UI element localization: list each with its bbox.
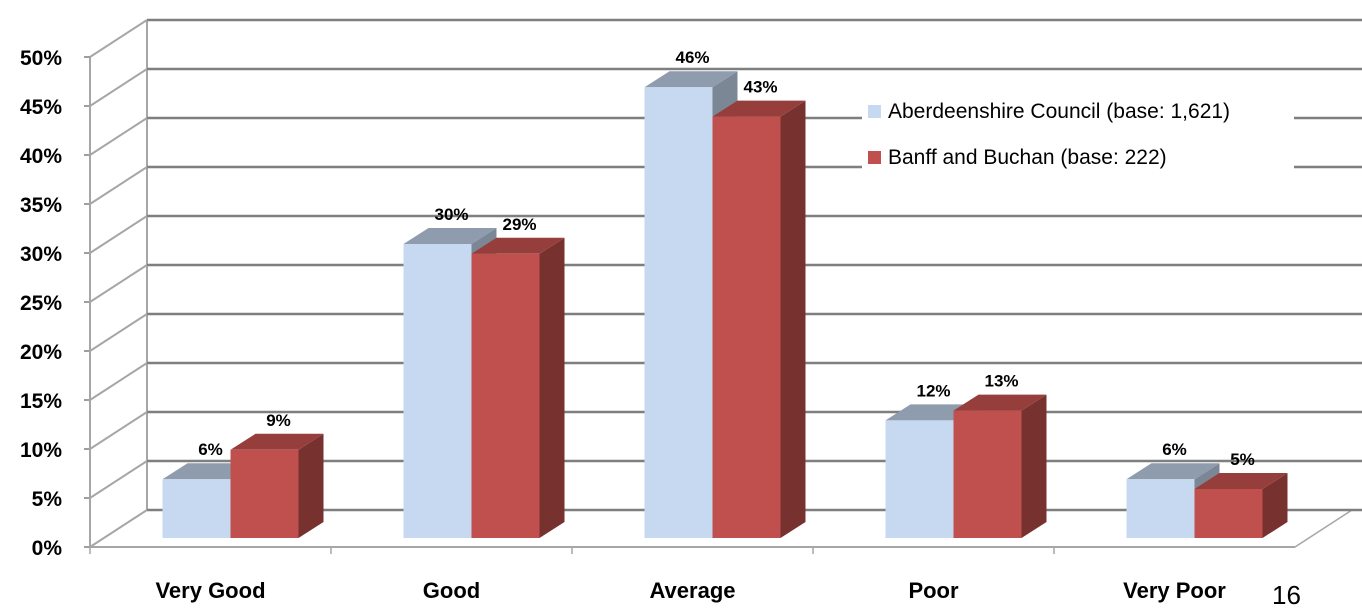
bar-side <box>1262 473 1288 538</box>
legend: Aberdeenshire Council (base: 1,621) Banff… <box>862 96 1294 174</box>
legend-swatch <box>868 105 881 118</box>
x-category-label: Poor <box>908 578 959 603</box>
bar <box>1126 463 1220 538</box>
gridline-diagonal <box>89 117 148 156</box>
data-label: 13% <box>984 372 1018 391</box>
data-labels: 6% 9% 30% 29% 46% 43% 12% 13% 6% 5% <box>198 48 1255 469</box>
legend-entry-label: Banff and Buchan (base: 222) <box>888 146 1167 169</box>
bar-side <box>780 100 806 538</box>
y-tick-label: 15% <box>20 390 62 413</box>
gridline-diagonal <box>89 411 148 450</box>
gridline-diagonal <box>89 362 148 401</box>
y-tick-label: 40% <box>20 145 62 168</box>
y-tick-label: 5% <box>32 488 63 511</box>
x-category-label: Very Good <box>155 578 265 603</box>
bar <box>712 100 806 538</box>
bar-top <box>953 394 1047 411</box>
bars <box>162 71 1288 539</box>
data-label: 43% <box>743 78 777 97</box>
bar-front <box>230 449 299 538</box>
bar-front <box>644 87 713 538</box>
bar-side <box>298 433 324 538</box>
bar-top <box>644 71 738 88</box>
data-label: 29% <box>502 215 536 234</box>
bar <box>953 394 1047 538</box>
data-label: 9% <box>266 411 291 430</box>
data-label: 6% <box>1162 440 1187 459</box>
gridline-diagonal <box>89 166 148 205</box>
bar-front <box>403 244 472 538</box>
data-label: 5% <box>1230 450 1255 469</box>
data-label: 46% <box>675 48 709 67</box>
y-tick-label: 20% <box>20 341 62 364</box>
gridline-diagonal <box>89 509 148 548</box>
gridline-diagonal <box>89 264 148 303</box>
x-category-label: Average <box>649 578 735 603</box>
bar-front <box>1126 479 1195 538</box>
gridline-diagonal <box>89 68 148 107</box>
y-tick-label: 50% <box>20 47 62 70</box>
bar-top <box>403 228 497 244</box>
gridline-diagonal <box>89 215 148 254</box>
bar-front <box>953 410 1022 538</box>
bar-top <box>471 237 565 254</box>
bar <box>230 433 324 538</box>
bar-top <box>1126 463 1220 480</box>
gridline-diagonal <box>89 19 148 58</box>
x-category-label: Good <box>423 578 480 603</box>
bar-front <box>1194 489 1263 538</box>
legend-entry-bg <box>862 142 1294 174</box>
data-label: 6% <box>198 440 223 459</box>
bar-top <box>1194 473 1288 489</box>
bar <box>471 237 565 539</box>
y-tick-label: 35% <box>20 194 62 217</box>
data-label: 12% <box>916 381 950 400</box>
y-tick-label: 45% <box>20 96 62 119</box>
legend-entry-label: Aberdeenshire Council (base: 1,621) <box>888 100 1230 123</box>
bar-front <box>885 420 954 538</box>
y-tick-label: 30% <box>20 243 62 266</box>
slide-number: 16 <box>1272 580 1301 610</box>
bar-front <box>471 253 540 539</box>
data-label: 30% <box>434 205 468 224</box>
bar-side <box>539 237 565 539</box>
bar-front <box>712 116 781 538</box>
gridline-diagonal <box>89 460 148 499</box>
bar-front <box>162 479 231 538</box>
legend-entry-bg <box>862 96 1294 128</box>
legend-swatch <box>868 151 881 164</box>
bar-side <box>1021 394 1047 538</box>
y-tick-label: 10% <box>20 439 62 462</box>
y-tick-label: 0% <box>32 537 63 560</box>
bar-top <box>230 433 324 450</box>
axes: 0% 5% 10% 15% 20% 25% 30% 35% 40% 45% 50% Very Good… <box>20 47 1295 603</box>
y-tick-label: 25% <box>20 292 62 315</box>
x-category-label: Very Poor <box>1123 578 1226 603</box>
bar <box>1194 473 1288 538</box>
gridline-diagonal <box>89 313 148 352</box>
bar-top <box>712 100 806 117</box>
